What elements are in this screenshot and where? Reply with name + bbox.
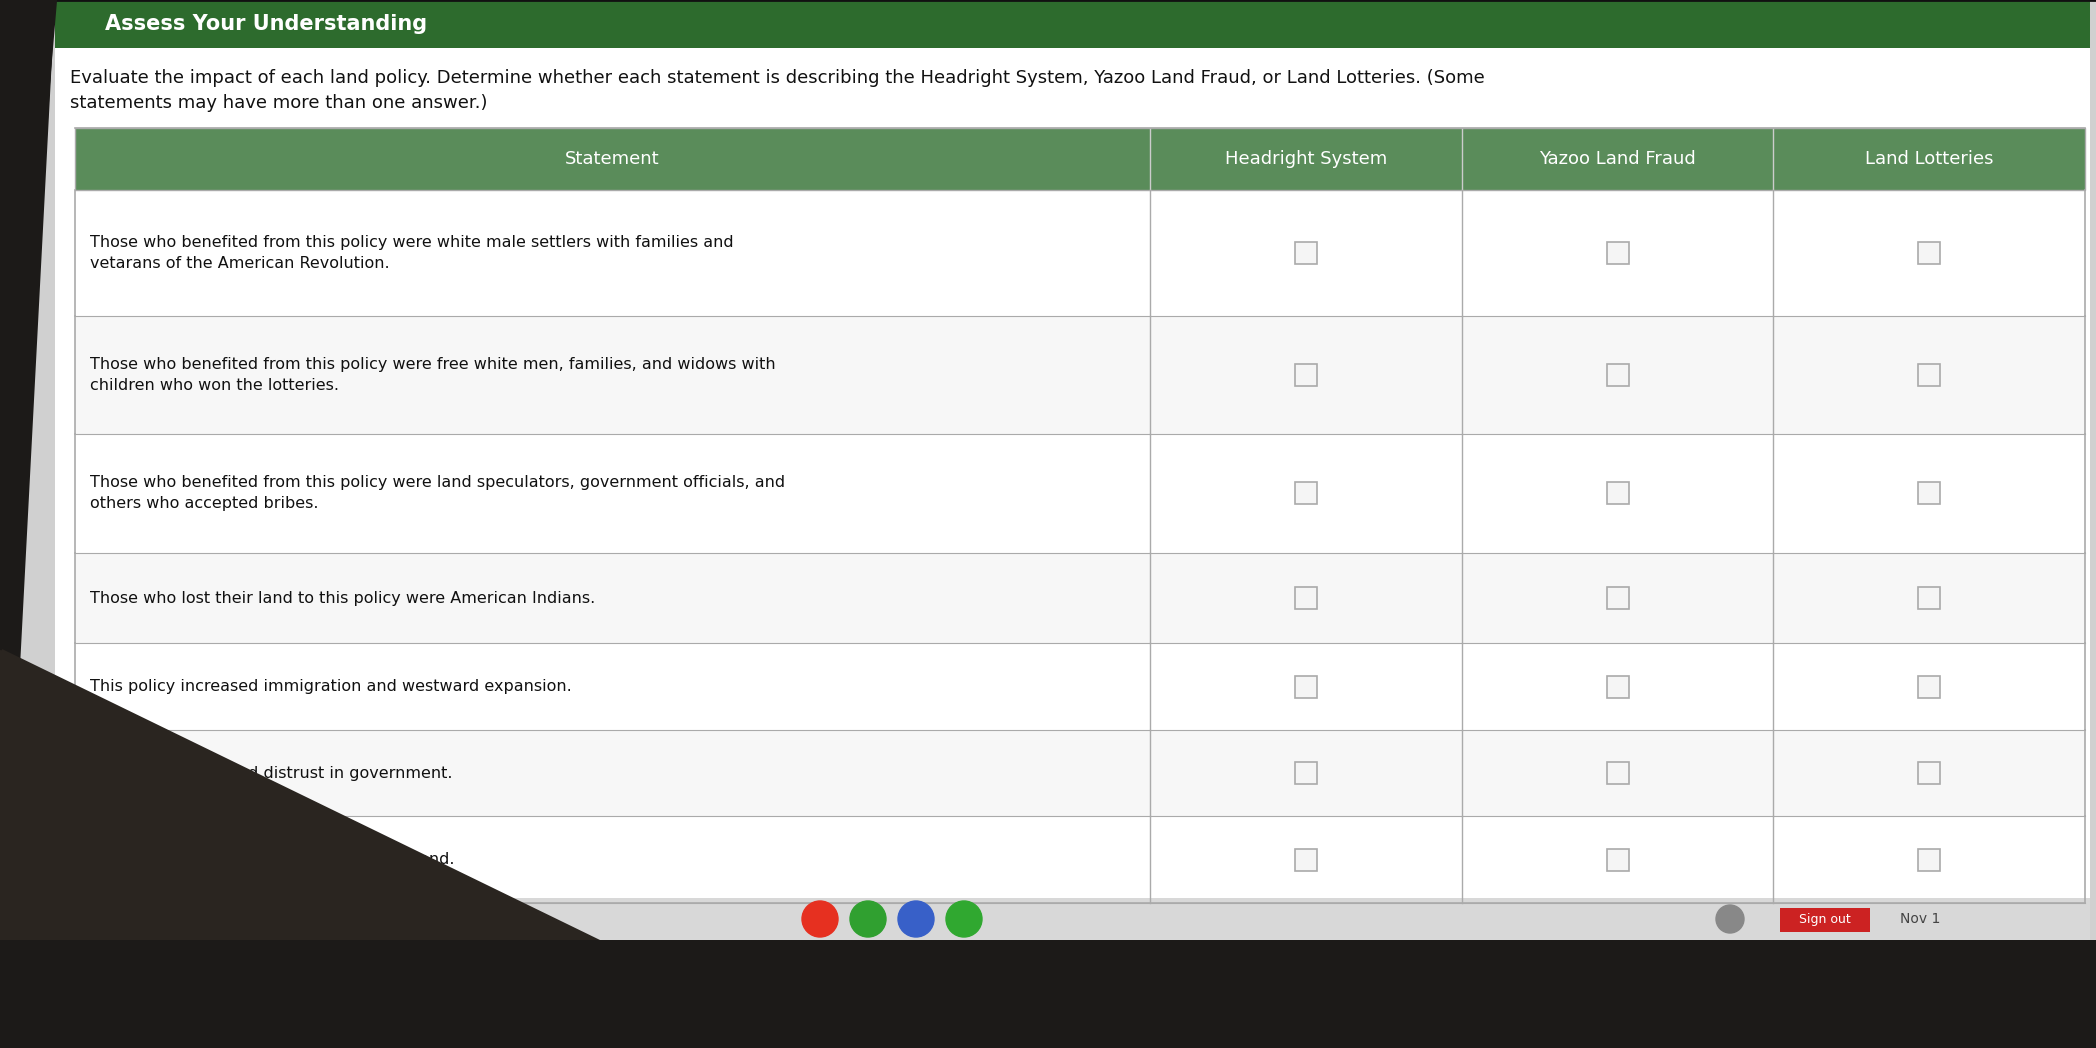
Bar (1295, 587, 1316, 609)
Text: Those who benefited from this policy were land speculators, government officials: Those who benefited from this policy wer… (90, 476, 786, 511)
Bar (1608, 482, 1629, 504)
Circle shape (945, 901, 983, 937)
Bar (1608, 762, 1629, 784)
Circle shape (897, 901, 935, 937)
Bar (75, 190, 2086, 315)
Polygon shape (0, 648, 599, 940)
Bar (1918, 242, 1941, 264)
Text: Sign out: Sign out (1798, 914, 1851, 926)
Bar (75, 128, 2086, 190)
Bar (54, 898, 2090, 940)
Bar (75, 730, 2086, 816)
Text: This policy gave away large amounts of land.: This policy gave away large amounts of l… (90, 852, 455, 868)
Bar (1918, 364, 1941, 386)
Bar (1918, 587, 1941, 609)
Polygon shape (0, 940, 2096, 1048)
Bar (1780, 908, 1870, 932)
Bar (1608, 676, 1629, 698)
Text: Those who benefited from this policy were free white men, families, and widows w: Those who benefited from this policy wer… (90, 357, 776, 393)
Circle shape (952, 907, 977, 932)
Text: Assess Your Understanding: Assess Your Understanding (105, 14, 428, 34)
Bar (1608, 364, 1629, 386)
Circle shape (803, 901, 838, 937)
Bar (1918, 849, 1941, 871)
Text: Evaluate the impact of each land policy. Determine whether each statement is des: Evaluate the impact of each land policy.… (69, 69, 1484, 87)
Bar (1918, 482, 1941, 504)
Polygon shape (0, 0, 2096, 940)
Text: Land Lotteries: Land Lotteries (1865, 150, 1993, 168)
Bar (54, 0, 2090, 918)
Text: Yazoo Land Fraud: Yazoo Land Fraud (1538, 150, 1696, 168)
Bar (75, 552, 2086, 643)
Text: Headright System: Headright System (1224, 150, 1388, 168)
Polygon shape (0, 0, 54, 1048)
Bar (75, 315, 2086, 434)
Bar (1295, 849, 1316, 871)
Text: Nov 1: Nov 1 (1899, 912, 1941, 926)
Bar (1918, 676, 1941, 698)
Bar (1295, 676, 1316, 698)
Bar (1608, 849, 1629, 871)
Bar (1295, 762, 1316, 784)
Circle shape (1717, 905, 1744, 933)
Bar (1295, 482, 1316, 504)
Bar (54, 0, 2090, 48)
Circle shape (807, 907, 832, 932)
Text: statements may have more than one answer.): statements may have more than one answer… (69, 94, 488, 112)
Text: Those who lost their land to this policy were American Indians.: Those who lost their land to this policy… (90, 591, 595, 606)
Circle shape (855, 907, 880, 932)
Bar (1295, 242, 1316, 264)
Text: This policy increased distrust in government.: This policy increased distrust in govern… (90, 766, 453, 781)
Text: Those who benefited from this policy were white male settlers with families and
: Those who benefited from this policy wer… (90, 235, 734, 270)
Bar (75, 434, 2086, 552)
Bar (1608, 242, 1629, 264)
Bar (1295, 364, 1316, 386)
Circle shape (71, 905, 99, 933)
Text: Statement: Statement (566, 150, 660, 168)
Bar (75, 643, 2086, 730)
Bar (75, 816, 2086, 903)
Text: This policy increased immigration and westward expansion.: This policy increased immigration and we… (90, 679, 572, 694)
Circle shape (903, 907, 929, 932)
Bar (1918, 762, 1941, 784)
Circle shape (851, 901, 887, 937)
Bar (1608, 587, 1629, 609)
